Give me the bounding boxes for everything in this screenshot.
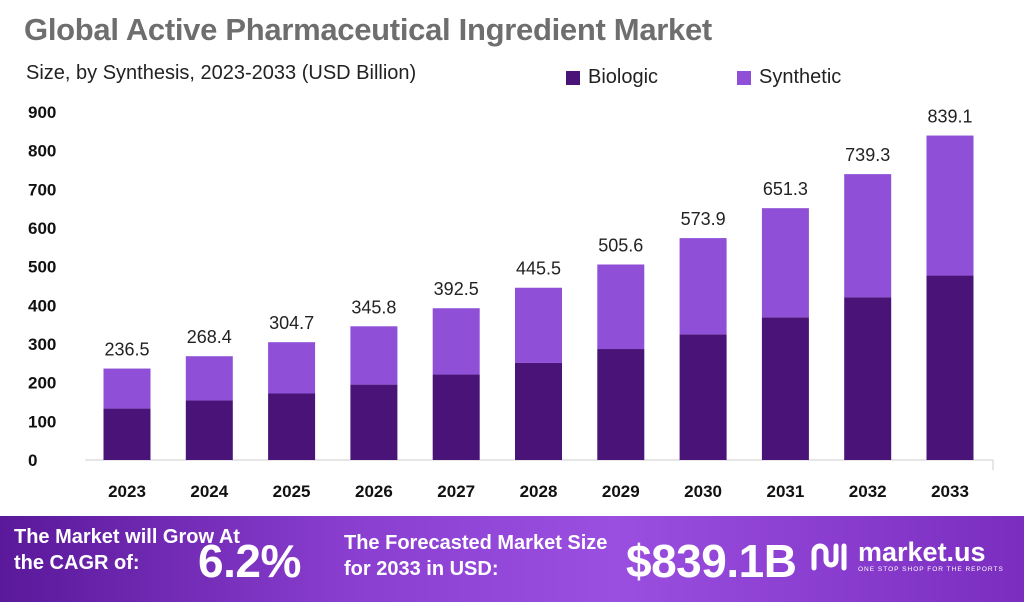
data-label-total: 505.6 (598, 236, 643, 256)
bar-synthetic (103, 368, 151, 409)
x-tick-label: 2026 (355, 482, 393, 501)
chart-subtitle: Size, by Synthesis, 2023-2033 (USD Billi… (26, 62, 417, 84)
data-label-total: 839.1 (927, 107, 972, 127)
x-tick-label: 2032 (849, 482, 887, 501)
cagr-value: 6.2% (198, 535, 301, 587)
forecast-value: $839.1B (626, 535, 797, 587)
y-tick-label: 600 (28, 219, 56, 238)
data-label-total: 392.5 (434, 279, 479, 299)
legend-item-synthetic: Synthetic (737, 66, 841, 89)
bar-biologic (761, 317, 809, 460)
y-tick-label: 700 (28, 180, 56, 199)
data-label-total: 236.5 (104, 340, 149, 360)
cagr-caption: The Market will Grow At the CAGR of: (14, 526, 240, 574)
bar-biologic (350, 384, 398, 460)
brand-tagline: ONE STOP SHOP FOR THE REPORTS (858, 566, 1004, 573)
bar-synthetic (350, 326, 398, 385)
bar-synthetic (926, 135, 974, 276)
data-label-total: 345.8 (351, 297, 396, 317)
bar-biologic (679, 334, 727, 460)
data-label-total: 573.9 (681, 209, 726, 229)
y-tick-label: 400 (28, 296, 56, 315)
chart-title: Global Active Pharmaceutical Ingredient … (24, 12, 712, 47)
bar-synthetic (432, 308, 480, 375)
x-tick-label: 2024 (190, 482, 228, 501)
bar-biologic (515, 362, 562, 460)
y-tick-label: 0 (28, 451, 37, 470)
y-tick-label: 300 (28, 335, 56, 354)
data-label-total: 651.3 (763, 179, 808, 199)
y-tick-label: 500 (28, 258, 56, 277)
bar-synthetic (515, 287, 562, 363)
y-tick-label: 100 (28, 412, 56, 431)
bar-synthetic (185, 356, 233, 401)
data-label-total: 739.3 (845, 145, 890, 165)
y-tick-label: 800 (28, 142, 56, 161)
stacked-bar-chart: 0 100 200 300 400 500 600 700 800 900 236.5 2023 268… (28, 103, 994, 501)
x-tick-label: 2029 (602, 482, 640, 501)
data-label-total: 268.4 (187, 327, 232, 347)
y-tick-label: 900 (28, 103, 56, 122)
forecast-caption: The Forecasted Market Size for 2033 in U… (344, 532, 608, 580)
data-label-total: 445.5 (516, 259, 561, 279)
x-tick-label: 2027 (437, 482, 475, 501)
brand-name: market.us (858, 537, 986, 567)
bar-biologic (597, 349, 645, 460)
legend-item-biologic: Biologic (566, 66, 658, 89)
legend-swatch-synthetic (737, 70, 751, 85)
x-tick-label: 2028 (520, 482, 558, 501)
legend-label-synthetic: Synthetic (759, 66, 842, 88)
bar-biologic (268, 393, 316, 460)
legend-label-biologic: Biologic (588, 66, 659, 88)
brand-logo: market.us ONE STOP SHOP FOR THE REPORTS (810, 538, 1004, 574)
bar-synthetic (844, 174, 892, 298)
bar-synthetic (761, 208, 809, 318)
bar-biologic (185, 400, 233, 460)
x-tick-label: 2023 (108, 482, 146, 501)
bar-biologic (432, 374, 480, 460)
bar-synthetic (597, 264, 645, 350)
bar-synthetic (268, 342, 316, 394)
summary-banner: The Market will Grow At the CAGR of: 6.2… (0, 516, 1024, 602)
bar-synthetic (679, 238, 727, 335)
data-label-total: 304.7 (269, 313, 314, 333)
legend-swatch-biologic (566, 70, 580, 85)
x-tick-label: 2031 (766, 482, 804, 501)
market-us-logo-icon (811, 543, 847, 571)
x-tick-label: 2033 (931, 482, 969, 501)
bar-biologic (844, 297, 892, 460)
x-tick-label: 2030 (684, 482, 722, 501)
bar-biologic (926, 275, 974, 460)
x-tick-label: 2025 (273, 482, 311, 501)
bar-biologic (103, 408, 151, 460)
y-tick-label: 200 (28, 374, 56, 393)
